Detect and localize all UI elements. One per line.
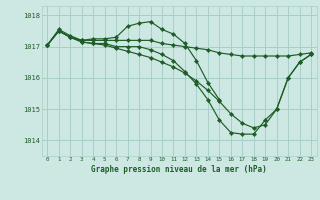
X-axis label: Graphe pression niveau de la mer (hPa): Graphe pression niveau de la mer (hPa) bbox=[91, 165, 267, 174]
